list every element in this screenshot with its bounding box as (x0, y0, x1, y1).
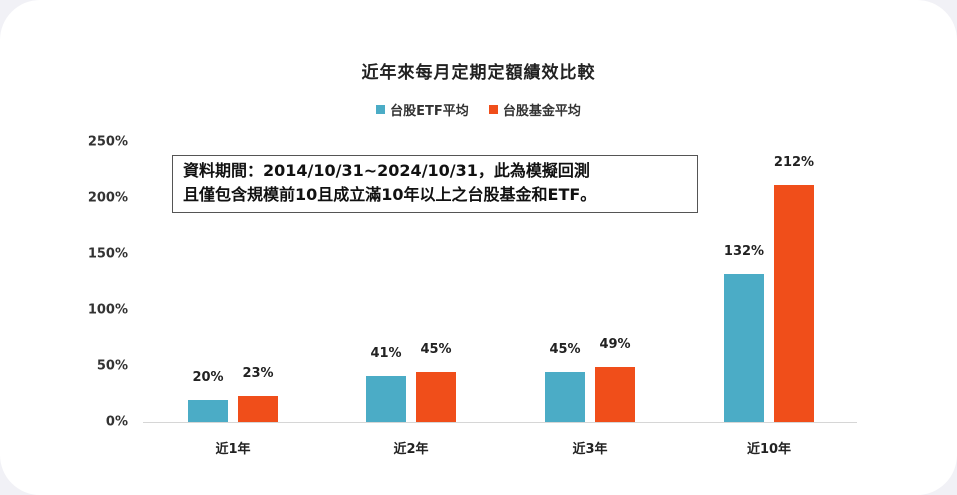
legend-item-fund: 台股基金平均 (488, 100, 581, 119)
bar-value-label: 45% (420, 341, 452, 357)
bar-fund-2 (595, 367, 635, 422)
legend-label-etf: 台股ETF平均 (390, 104, 469, 119)
x-axis-line (143, 422, 857, 423)
bar-fund-0 (238, 396, 278, 422)
chart-title: 近年來每月定期定額績效比較 (361, 63, 596, 83)
legend-item-etf: 台股ETF平均 (376, 100, 469, 119)
bar-fund-1 (416, 371, 456, 422)
y-tick-0: 0% (105, 414, 128, 430)
y-tick-50: 50% (96, 358, 128, 374)
x-tick-1y: 近1年 (215, 442, 251, 457)
bar-fund-3 (774, 184, 814, 422)
legend-label-fund: 台股基金平均 (502, 104, 581, 119)
x-tick-10y: 近10年 (746, 442, 792, 457)
x-tick-3y: 近3年 (572, 442, 608, 457)
bar-value-label: 49% (599, 337, 631, 353)
bar-etf-1 (366, 376, 406, 422)
bar-value-label: 132% (723, 244, 765, 260)
note-line-2: 且僅包含規模前10且成立滿10年以上之台股基金和ETF。 (183, 185, 597, 204)
x-tick-2y: 近2年 (393, 442, 429, 457)
legend-swatch-etf-icon (376, 105, 386, 114)
bar-etf-3 (724, 274, 764, 422)
y-tick-200: 200% (87, 190, 128, 206)
y-tick-250: 250% (87, 134, 128, 150)
y-tick-100: 100% (87, 302, 128, 318)
note-line-1: 資料期間：2014/10/31~2024/10/31，此為模擬回測 (183, 161, 590, 180)
legend: 台股ETF平均 台股基金平均 (0, 100, 957, 119)
bar-etf-0 (188, 399, 228, 422)
bar-value-label: 20% (192, 369, 224, 385)
data-period-note: 資料期間：2014/10/31~2024/10/31，此為模擬回測 且僅包含規模… (172, 155, 698, 213)
y-tick-150: 150% (87, 246, 128, 262)
bar-etf-2 (545, 371, 585, 422)
bar-value-label: 212% (773, 154, 815, 170)
bar-value-label: 45% (549, 341, 581, 357)
bar-value-label: 41% (370, 346, 402, 362)
legend-swatch-fund-icon (488, 105, 498, 114)
bar-value-label: 23% (242, 366, 274, 382)
